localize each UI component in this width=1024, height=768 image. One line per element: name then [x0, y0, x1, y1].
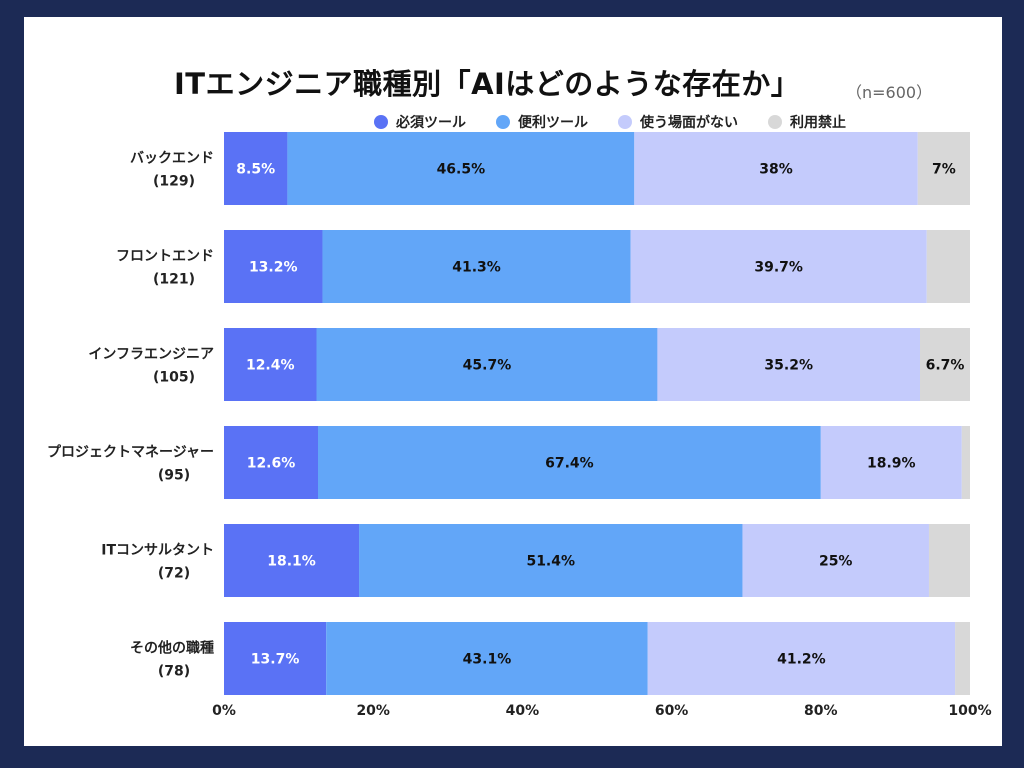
bar-segment — [657, 328, 921, 401]
data-label: 67.4% — [545, 456, 594, 472]
legend-item-no-use: 使う場面がない — [618, 112, 738, 132]
bar-segment — [961, 426, 970, 499]
data-label: 25% — [819, 554, 853, 570]
category-count: (105) — [153, 370, 195, 386]
bar-segment — [224, 524, 360, 597]
data-label: 41.3% — [452, 260, 501, 276]
chart-title: ITエンジニア職種別「AIはどのような存在か」 — [174, 67, 801, 101]
bar-segment — [634, 132, 918, 205]
data-label: 18.9% — [867, 456, 916, 472]
chart-card: ITエンジニア職種別「AIはどのような存在か」 （n=600） 必須ツール 便利… — [24, 17, 1002, 746]
legend-label-no-use: 使う場面がない — [640, 115, 738, 131]
bar-segment — [928, 524, 970, 597]
x-tick-label: 100% — [948, 703, 991, 719]
bar-segment — [224, 132, 288, 205]
data-label: 41.2% — [777, 652, 826, 668]
bar-segment — [820, 426, 962, 499]
bar-segment — [224, 426, 318, 499]
bar-segment — [955, 622, 970, 695]
data-label: 39.7% — [754, 260, 803, 276]
x-tick-label: 0% — [212, 703, 236, 719]
bar-segment — [224, 328, 317, 401]
legend-label-essential: 必須ツール — [396, 115, 466, 131]
bar-segment — [917, 132, 970, 205]
legend: 必須ツール 便利ツール 使う場面がない 利用禁止 — [374, 112, 846, 132]
legend-swatch-essential — [374, 115, 388, 129]
data-label: 35.2% — [764, 358, 813, 374]
bar-segment — [316, 328, 658, 401]
data-label: 38% — [759, 162, 793, 178]
category-label: その他の職種 — [130, 640, 214, 657]
data-label: 13.2% — [249, 260, 298, 276]
x-tick-label: 80% — [804, 703, 838, 719]
sample-size-note: （n=600） — [846, 83, 933, 102]
x-tick-label: 60% — [655, 703, 689, 719]
data-label: 46.5% — [437, 162, 486, 178]
data-label: 13.7% — [251, 652, 300, 668]
data-label: 12.4% — [246, 358, 295, 374]
category-label: プロジェクトマネージャー — [47, 445, 214, 461]
bar-segment — [920, 328, 970, 401]
data-label: 18.1% — [267, 554, 316, 570]
stacked-bar-chart: バックエンド (129) 8.5% 46.5% 38% 7% フロントエンド (121) 13.… — [47, 132, 992, 719]
bar-segment — [326, 622, 648, 695]
data-label: 7% — [932, 162, 956, 178]
bar-segment — [224, 230, 323, 303]
category-label: バックエンド — [130, 151, 214, 167]
legend-item-convenient: 便利ツール — [496, 112, 588, 132]
legend-swatch-no-use — [618, 115, 632, 129]
data-label: 45.7% — [463, 358, 512, 374]
data-label: 12.6% — [247, 456, 296, 472]
data-label: 43.1% — [463, 652, 512, 668]
legend-label-prohibited: 利用禁止 — [790, 115, 846, 131]
bar-segment — [287, 132, 635, 205]
legend-label-convenient: 便利ツール — [518, 115, 588, 131]
bar-segment — [630, 230, 927, 303]
legend-swatch-prohibited — [768, 115, 782, 129]
data-label: 6.7% — [926, 358, 965, 374]
category-count: (95) — [158, 468, 190, 484]
data-label: 8.5% — [236, 162, 275, 178]
bar-segment — [742, 524, 929, 597]
legend-item-prohibited: 利用禁止 — [768, 112, 846, 132]
bar-segment — [317, 426, 821, 499]
category-count: (129) — [153, 174, 195, 190]
category-count: (72) — [158, 566, 190, 582]
legend-item-essential: 必須ツール — [374, 112, 466, 132]
bar-segment — [322, 230, 631, 303]
bar-segment — [647, 622, 956, 695]
category-label: インフラエンジニア — [88, 347, 214, 363]
bar-segment — [359, 524, 743, 597]
x-tick-label: 40% — [506, 703, 540, 719]
legend-swatch-convenient — [496, 115, 510, 129]
bar-segment — [926, 230, 970, 303]
category-count: (121) — [153, 272, 195, 288]
x-tick-label: 20% — [356, 703, 390, 719]
data-label: 51.4% — [526, 554, 575, 570]
category-label: ITコンサルタント — [101, 543, 214, 559]
category-label: フロントエンド — [116, 249, 214, 265]
bar-segment — [224, 622, 327, 695]
category-count: (78) — [158, 664, 190, 680]
